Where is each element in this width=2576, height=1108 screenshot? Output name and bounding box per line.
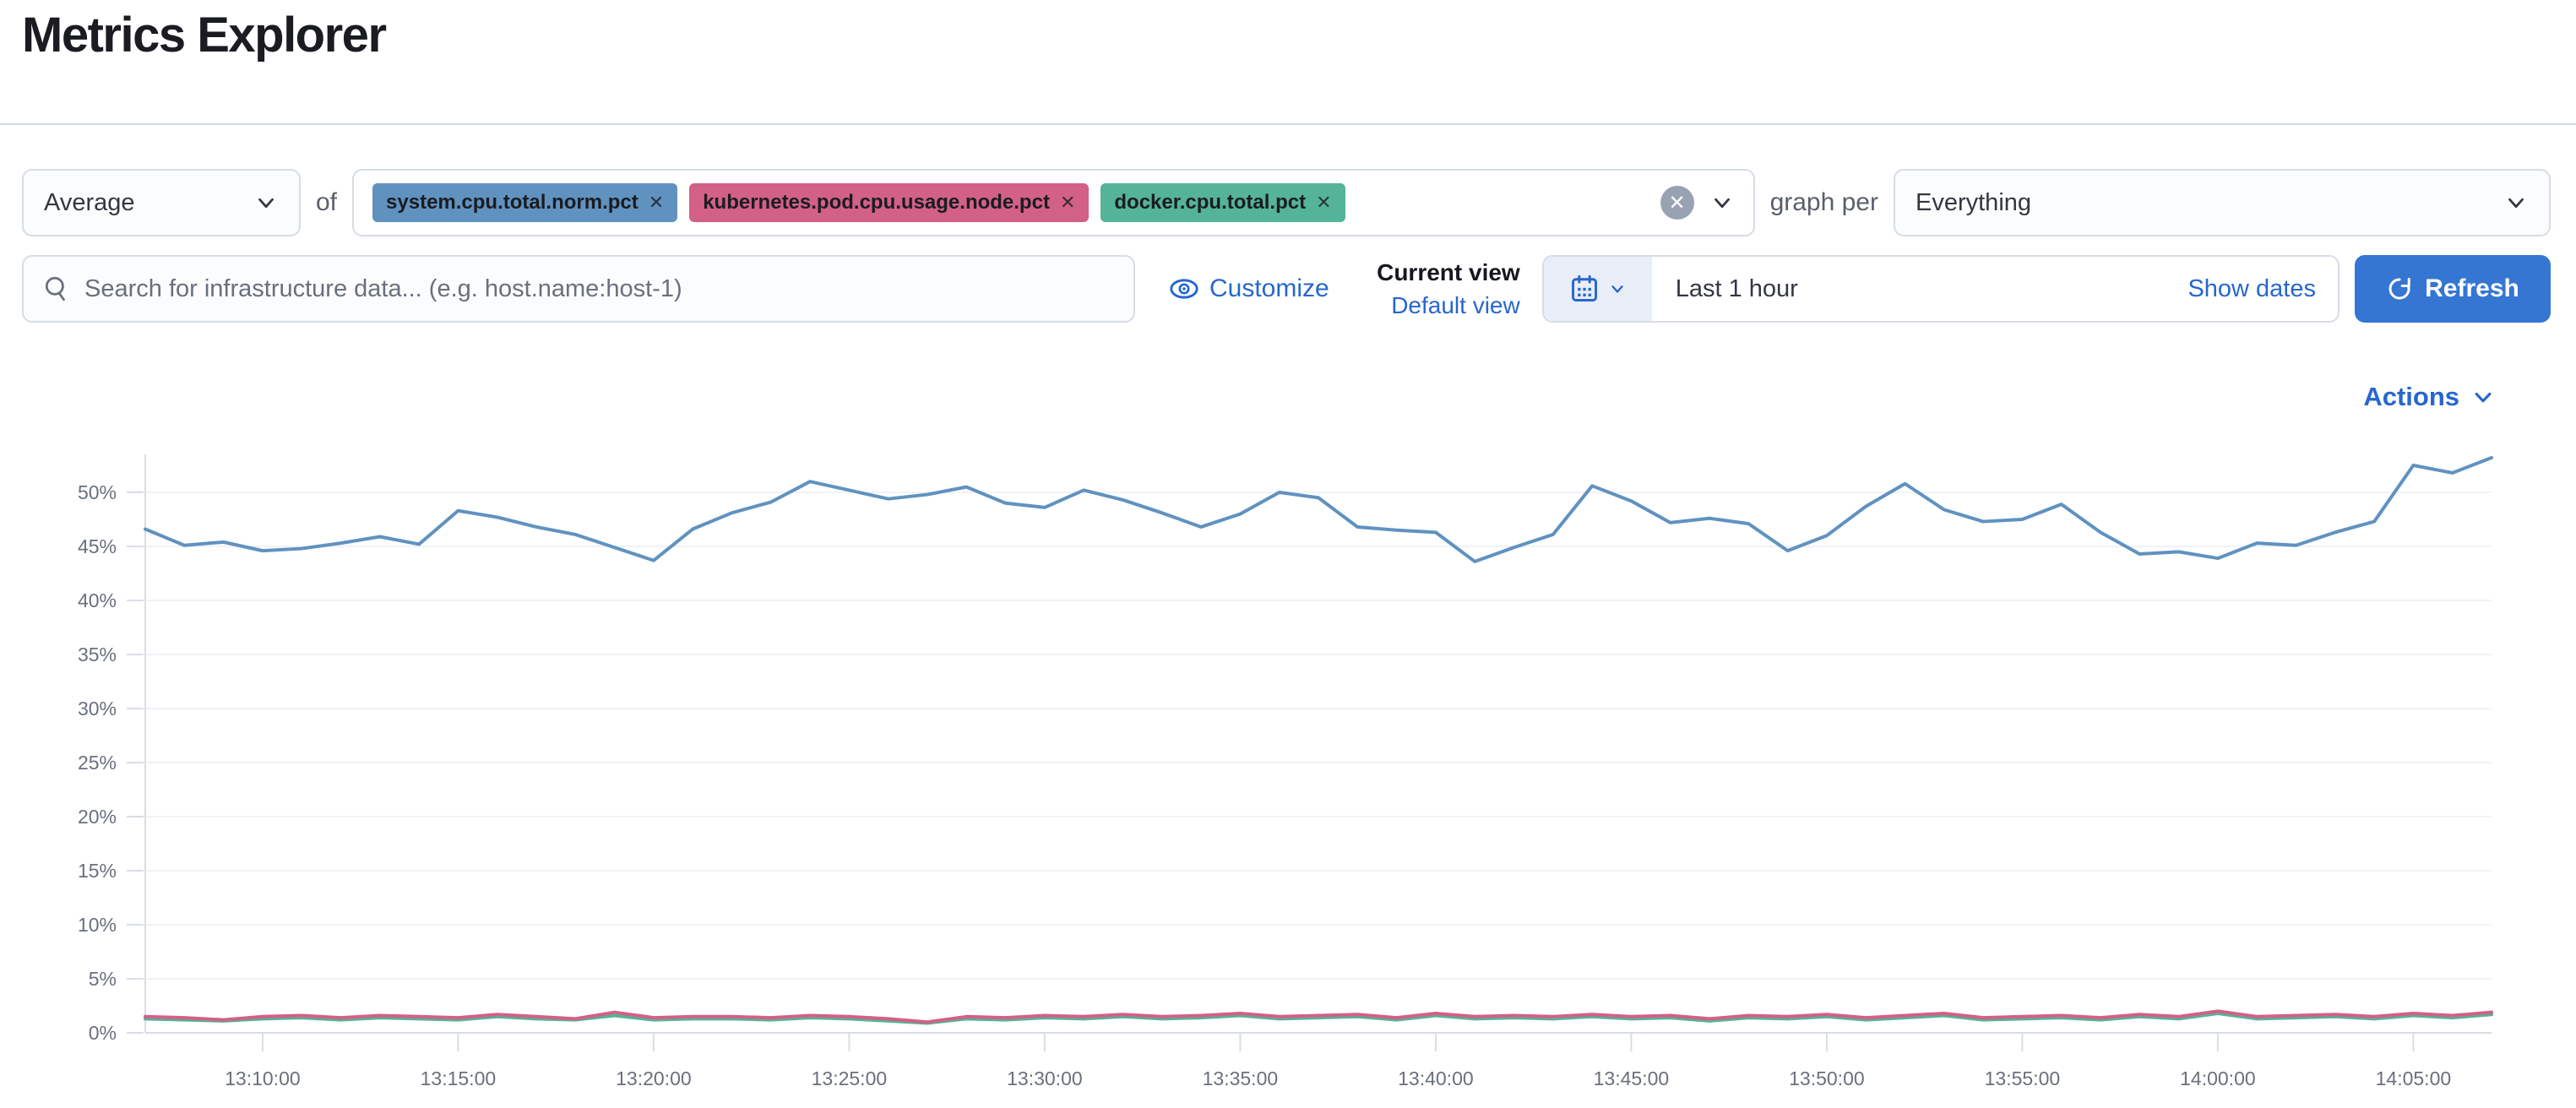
chevron-down-icon[interactable]	[1709, 190, 1735, 215]
aggregation-select[interactable]: Average	[22, 169, 301, 236]
svg-text:13:30:00: 13:30:00	[1007, 1067, 1083, 1089]
svg-text:13:15:00: 13:15:00	[421, 1067, 497, 1089]
aggregation-value: Average	[44, 188, 135, 216]
calendar-icon	[1571, 274, 1597, 301]
metric-badge-label: system.cpu.total.norm.pct	[386, 191, 639, 214]
search-field[interactable]	[22, 255, 1135, 323]
combobox-controls: ✕	[1660, 186, 1735, 220]
default-view-link[interactable]: Default view	[1391, 291, 1520, 318]
svg-text:15%: 15%	[78, 860, 117, 882]
header-divider	[0, 123, 2576, 125]
time-range-value[interactable]: Last 1 hour	[1675, 274, 1798, 302]
page-title: Metrics Explorer	[22, 8, 387, 62]
metrics-combobox[interactable]: system.cpu.total.norm.pct ✕ kubernetes.p…	[352, 169, 1755, 236]
chevron-down-icon	[1611, 285, 1623, 293]
svg-text:13:50:00: 13:50:00	[1789, 1067, 1865, 1089]
svg-text:50%: 50%	[78, 481, 117, 503]
of-label: of	[316, 188, 338, 216]
graph-per-label: graph per	[1769, 188, 1878, 216]
refresh-icon	[2389, 278, 2410, 300]
chart-area: 0% 5% 10% 15% 20% 25% 30% 35% 40% 45% 50% 13:10:00 1…	[0, 439, 2576, 1108]
svg-text:30%: 30%	[78, 698, 117, 720]
svg-text:35%: 35%	[78, 644, 117, 665]
svg-text:13:40:00: 13:40:00	[1398, 1067, 1474, 1089]
customize-label: Customize	[1209, 274, 1329, 302]
quick-select-menu[interactable]	[1543, 257, 1652, 321]
date-picker[interactable]: Last 1 hour Show dates	[1541, 255, 2340, 323]
metric-badge-label: docker.cpu.total.pct	[1114, 191, 1307, 214]
svg-text:13:20:00: 13:20:00	[616, 1067, 692, 1089]
remove-icon[interactable]: ✕	[1316, 192, 1332, 213]
svg-text:13:55:00: 13:55:00	[1985, 1067, 2061, 1089]
refresh-button[interactable]: Refresh	[2355, 255, 2551, 323]
chevron-down-icon	[2508, 198, 2524, 209]
metric-badges: system.cpu.total.norm.pct ✕ kubernetes.p…	[372, 183, 1345, 222]
search-icon	[45, 276, 65, 301]
show-dates-button[interactable]: Show dates	[2187, 274, 2316, 302]
metric-badge-docker-cpu[interactable]: docker.cpu.total.pct ✕	[1101, 183, 1345, 222]
svg-text:45%: 45%	[78, 535, 117, 557]
chevron-down-icon	[258, 198, 274, 209]
svg-text:25%: 25%	[78, 752, 117, 774]
metric-controls-row: Average of system.cpu.total.norm.pct ✕ k…	[22, 169, 2551, 236]
current-view-label: Current view	[1377, 258, 1520, 285]
svg-text:0%: 0%	[89, 1022, 117, 1044]
graph-per-value: Everything	[1916, 188, 2032, 216]
svg-text:13:25:00: 13:25:00	[812, 1067, 888, 1089]
svg-text:13:35:00: 13:35:00	[1203, 1067, 1279, 1089]
customize-button[interactable]: Customize	[1169, 274, 1329, 304]
svg-text:14:05:00: 14:05:00	[2376, 1067, 2452, 1089]
svg-text:40%: 40%	[78, 589, 117, 611]
actions-menu-button[interactable]: Actions	[2363, 382, 2495, 412]
svg-text:10%: 10%	[78, 914, 117, 936]
metrics-chart: 0% 5% 10% 15% 20% 25% 30% 35% 40% 45% 50% 13:10:00 1…	[78, 454, 2493, 1089]
svg-text:13:10:00: 13:10:00	[225, 1067, 301, 1089]
refresh-label: Refresh	[2425, 274, 2519, 302]
graph-per-select[interactable]: Everything	[1894, 169, 2551, 236]
metric-badge-label: kubernetes.pod.cpu.usage.node.pct	[703, 191, 1050, 214]
view-selector: Current view Default view	[1358, 259, 1520, 319]
clear-icon[interactable]: ✕	[1660, 186, 1694, 220]
search-input[interactable]	[84, 274, 1115, 303]
svg-text:14:00:00: 14:00:00	[2180, 1067, 2256, 1089]
svg-text:5%: 5%	[89, 968, 117, 990]
remove-icon[interactable]: ✕	[648, 192, 665, 213]
metric-badge-kubernetes-pod-cpu[interactable]: kubernetes.pod.cpu.usage.node.pct ✕	[689, 183, 1090, 222]
actions-label: Actions	[2363, 382, 2459, 411]
svg-text:20%: 20%	[78, 806, 117, 828]
metric-badge-system-cpu[interactable]: system.cpu.total.norm.pct ✕	[372, 183, 678, 222]
remove-icon[interactable]: ✕	[1059, 192, 1076, 213]
search-toolbar-row: Customize Current view Default view Last…	[22, 255, 2551, 323]
svg-text:13:45:00: 13:45:00	[1594, 1067, 1670, 1089]
chevron-down-icon	[2475, 392, 2492, 403]
eye-icon	[1170, 279, 1198, 299]
